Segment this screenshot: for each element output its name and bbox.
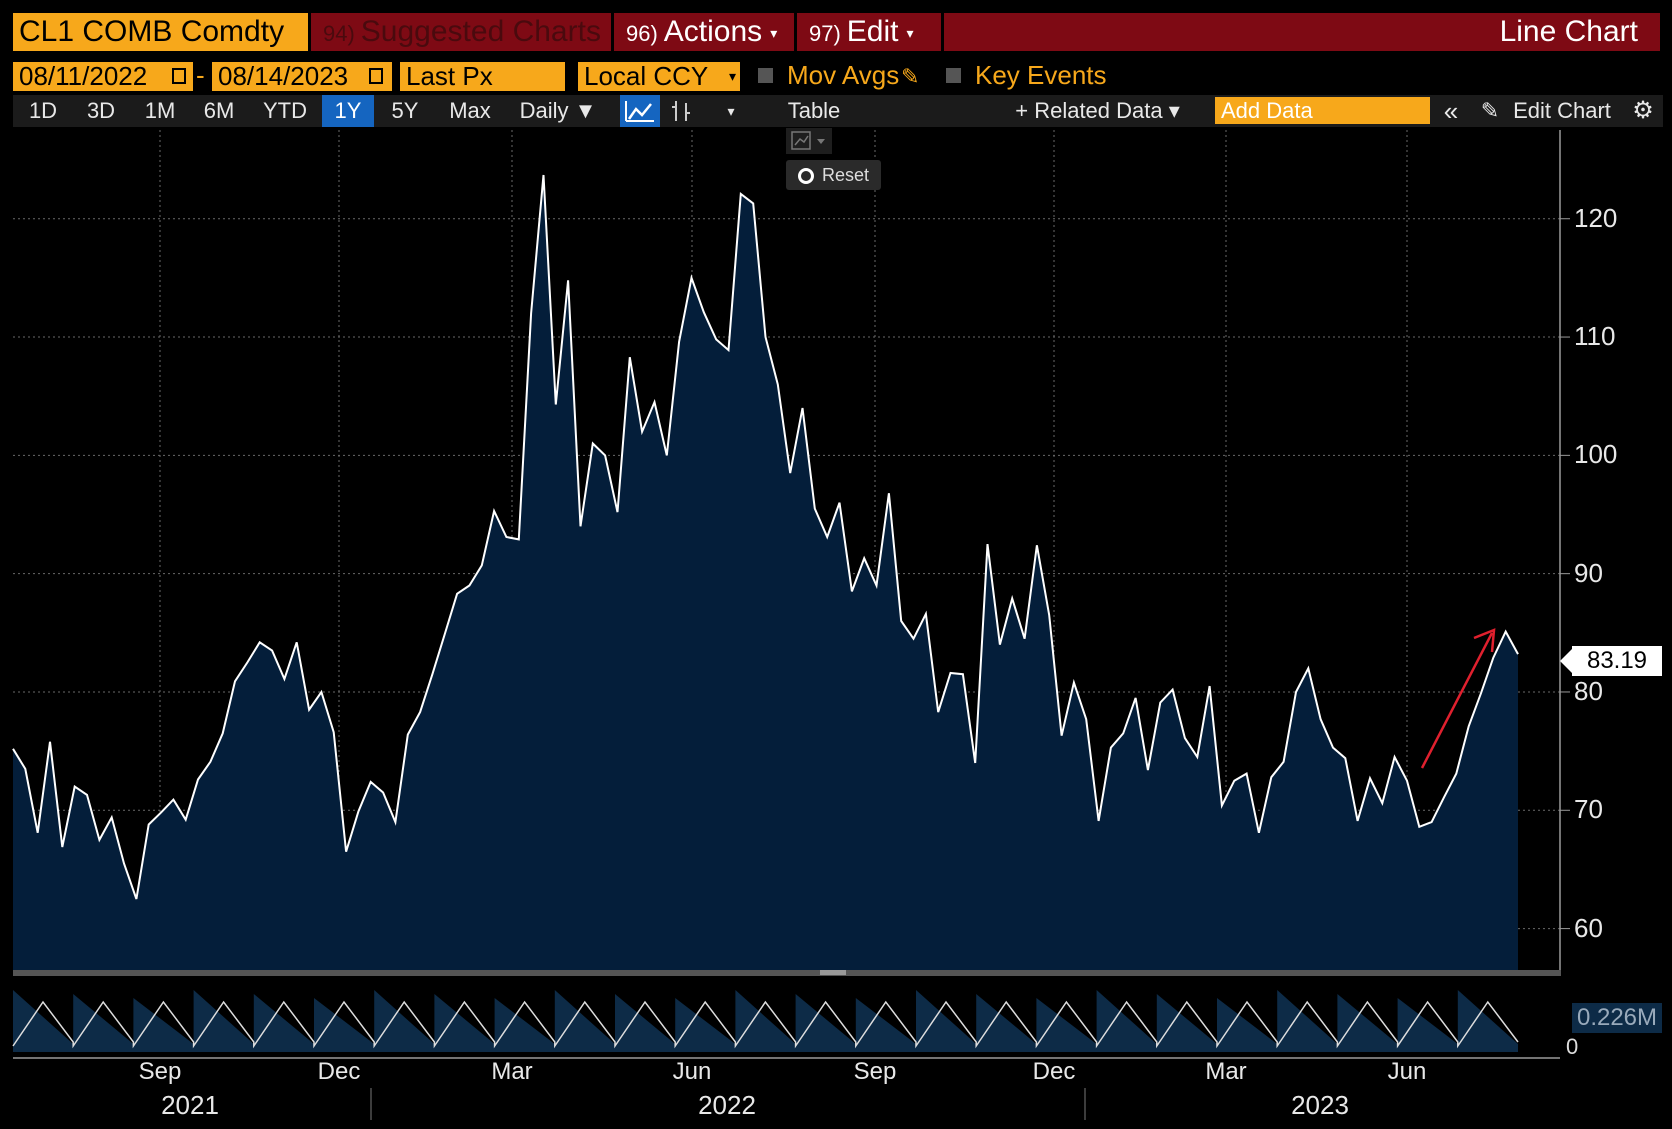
period-1d[interactable]: 1D [28,98,58,123]
frequency-selector[interactable]: Daily ▼ [519,98,597,123]
x-tick-label: Mar [491,1058,533,1085]
x-tick-label: Dec [1032,1058,1076,1085]
reset-button[interactable]: Reset [786,160,881,190]
reset-icon [798,168,814,185]
x-tick-label: Sep [853,1058,897,1085]
period-ytd[interactable]: YTD [263,98,307,123]
y-tick-label: 100 [1574,439,1618,470]
y-tick-label: 80 [1574,675,1603,706]
volume-area [13,990,1518,1052]
period-1y[interactable]: 1Y [322,95,374,127]
actions-num: 96) [626,21,658,46]
y-tick-label: 120 [1574,202,1618,233]
chevron-down-icon: ▾ [906,25,914,42]
collapse-icon[interactable]: « [1443,96,1459,126]
y-tick-label: 90 [1574,557,1603,588]
pencil-icon[interactable]: ✎ [1480,98,1500,123]
add-data-input[interactable]: Add Data [1215,97,1430,124]
x-year-label: 2021 [161,1090,219,1120]
related-data-menu[interactable]: + Related Data ▾ [1015,98,1180,123]
field-selector[interactable]: Last Px [400,62,565,91]
suggested-label: Suggested Charts [360,15,601,48]
period-5y[interactable]: 5Y [391,98,419,123]
actions-menu[interactable]: 96) Actions ▾ [614,13,794,51]
volume-line [12,1000,1519,1049]
y-tick-label: 60 [1574,912,1603,943]
x-tick-label: Sep [138,1058,182,1085]
annotation-arrow-head [1473,628,1496,653]
period-3d[interactable]: 3D [86,98,116,123]
x-year-label: 2022 [698,1090,756,1120]
calendar-icon[interactable] [172,68,186,84]
suggested-num: 94) [323,21,355,46]
start-date-field[interactable]: 08/11/2022 [13,62,193,91]
pencil-icon[interactable]: ✎ [901,64,920,89]
pane-resize-handle [820,970,846,975]
suggested-charts-button[interactable]: 94) Suggested Charts [311,13,611,51]
chart-mini-dropdown[interactable] [786,128,832,154]
period-1m[interactable]: 1M [144,98,176,123]
table-button[interactable]: Table [787,98,841,123]
volume-pane: 0 [12,990,1578,1059]
x-year-label: 2023 [1291,1090,1349,1120]
chart-type-title: Line Chart [944,13,1660,51]
volume-value-label: 0.226M [1572,1003,1662,1033]
pane-divider [13,970,1561,976]
ticker-field[interactable]: CL1 COMB Comdty [13,13,308,51]
calendar-icon[interactable] [369,68,383,84]
edit-chart-button[interactable]: Edit Chart [1513,98,1611,123]
x-tick-label: Jun [672,1058,712,1085]
edit-label: Edit [846,15,899,48]
annotation-arrow-line [1420,632,1494,769]
gear-icon[interactable]: ⚙ [1632,97,1654,124]
period-max[interactable]: Max [449,98,491,123]
x-tick-label: Jun [1387,1058,1427,1085]
actions-label: Actions [663,15,763,48]
x-tick-label: Mar [1205,1058,1247,1085]
price-area [13,175,1518,970]
y-tick-label: 70 [1574,794,1603,825]
chevron-down-icon: ▾ [770,25,778,42]
currency-label: Local CCY [584,61,709,91]
line-chart-icon[interactable] [620,95,660,127]
date-separator: - [196,60,205,90]
last-value-label: 83.19 [1560,646,1662,676]
edit-menu[interactable]: 97) Edit ▾ [797,13,941,51]
chevron-down-icon: ▾ [728,68,736,84]
y-tick-label: 110 [1574,321,1616,352]
key-events-checkbox[interactable] [946,68,961,83]
x-tick-label: Dec [317,1058,361,1085]
end-date-field[interactable]: 08/14/2023 [212,62,392,91]
chart-style-dropdown[interactable]: ▾ [727,103,735,119]
price-line [12,174,1519,900]
volume-axis-zero: 0 [1566,1034,1578,1059]
mov-avgs-label: Mov Avgs [787,60,900,90]
mov-avgs-checkbox[interactable] [758,68,773,83]
edit-num: 97) [809,21,841,46]
reset-label: Reset [822,165,870,185]
candlestick-icon[interactable] [664,95,698,127]
key-events-label: Key Events [975,60,1107,90]
currency-selector[interactable]: Local CCY ▾ [578,62,740,91]
period-6m[interactable]: 6M [203,98,235,123]
